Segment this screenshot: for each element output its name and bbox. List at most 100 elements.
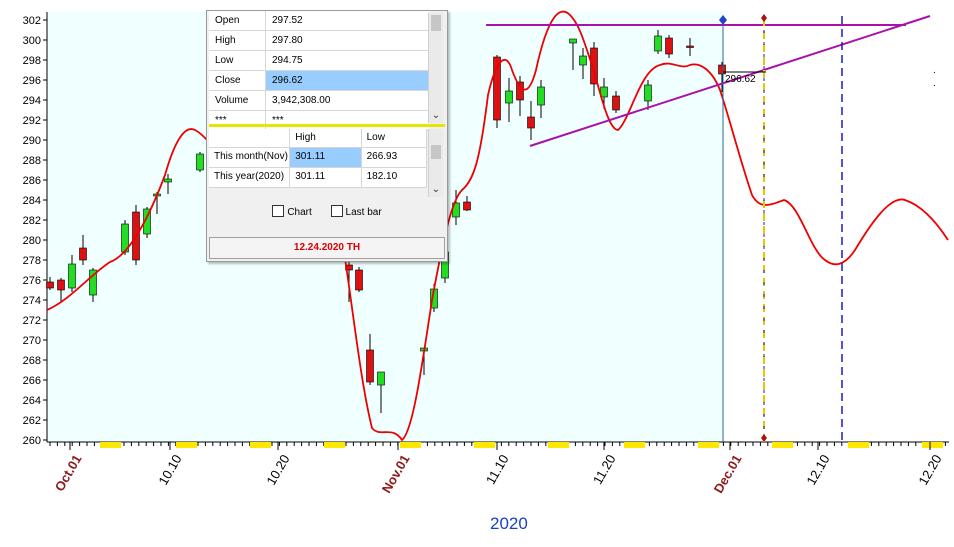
marker-diamond-top-icon — [761, 14, 767, 22]
candle-body — [377, 371, 385, 386]
candle-body — [57, 279, 65, 291]
chart-checkbox[interactable]: Chart — [272, 205, 312, 218]
candle-body — [463, 201, 471, 211]
candle-body — [569, 38, 577, 44]
candle-body — [89, 269, 97, 296]
ohlc-value: *** — [272, 115, 284, 126]
y-tick-label: 260 — [23, 435, 41, 447]
candle-body — [612, 95, 620, 111]
candle-body — [493, 56, 501, 121]
weekend-marker — [922, 442, 943, 448]
range-header: High Low — [209, 129, 427, 148]
ohlc-row[interactable]: *** *** — [209, 111, 429, 131]
last-close-label: 296.62 — [725, 74, 756, 85]
marker-diamond-icon — [719, 15, 727, 25]
last-bar-checkbox[interactable]: Last bar — [330, 205, 382, 218]
y-tick-label: 282 — [23, 215, 41, 227]
y-tick-label: 280 — [23, 235, 41, 247]
candle-body — [579, 55, 587, 66]
y-tick-label: 266 — [23, 375, 41, 387]
ohlc-label: *** — [209, 111, 266, 130]
weekend-marker — [548, 442, 569, 448]
x-tick-label: 10.20 — [263, 452, 292, 488]
range-cell: This month(Nov) — [209, 148, 291, 167]
weekend-marker — [698, 442, 719, 448]
ohlc-row[interactable]: Volume 3,942,308.00 — [209, 91, 429, 111]
candle-body — [196, 153, 204, 171]
range-row[interactable]: This month(Nov) 301.11 266.93 — [209, 148, 427, 168]
weekend-marker — [400, 442, 421, 448]
y-tick-label: 270 — [23, 335, 41, 347]
ohlc-table: Open 297.52 High 297.80 Low 294.75 Close 296.62… — [209, 11, 429, 131]
ohlc-label: Volume — [209, 91, 266, 110]
ohlc-value: 3,942,308.00 — [272, 95, 331, 106]
scroll-thumb[interactable] — [431, 15, 441, 31]
ohlc-info-panel[interactable]: Open 297.52 High 297.80 Low 294.75 Close 296.62… — [206, 10, 448, 262]
chevron-down-icon[interactable]: ⌄ — [431, 184, 441, 195]
candle-body — [686, 45, 694, 48]
ohlc-row[interactable]: Low 294.75 — [209, 51, 429, 71]
checkbox-icon[interactable] — [330, 205, 343, 217]
candle-body — [516, 81, 524, 101]
range-cell: 266.93 — [362, 148, 427, 167]
weekend-marker — [772, 442, 793, 448]
weekend-marker — [474, 442, 495, 448]
ohlc-label: High — [209, 31, 266, 50]
ohlc-value: 297.52 — [272, 15, 303, 26]
range-cell: This year(2020) — [209, 168, 291, 187]
range-scrollbar[interactable]: ⌄ — [428, 129, 443, 197]
range-cell: 182.10 — [362, 168, 427, 187]
candle-body — [46, 281, 54, 289]
range-header-cell: Low — [362, 129, 427, 147]
candle-body — [355, 269, 363, 291]
candle-body — [527, 116, 535, 129]
ohlc-row[interactable]: Open 297.52 — [209, 11, 429, 31]
range-row[interactable]: This year(2020) 301.11 182.10 — [209, 168, 427, 188]
x-tick-label: 12.20 — [915, 452, 944, 488]
ohlc-row[interactable]: Close 296.62 — [209, 71, 429, 91]
ohlc-value: 294.75 — [272, 55, 303, 66]
candle-body — [79, 247, 87, 261]
y-tick-label: 274 — [23, 295, 41, 307]
ohlc-scrollbar[interactable]: ⌄ — [428, 13, 443, 123]
weekend-marker — [176, 442, 197, 448]
plot-future-background — [723, 12, 949, 442]
candle-body — [537, 86, 545, 106]
selected-date-label: 12.24.2020 TH — [209, 237, 445, 259]
y-tick-label: 302 — [23, 15, 41, 27]
ohlc-value: 297.80 — [272, 35, 303, 46]
panel-checkboxes: Chart Last bar — [207, 205, 447, 225]
marker-diamond-bottom-icon — [761, 434, 767, 442]
candle-body — [164, 178, 172, 183]
candle-body — [590, 47, 598, 85]
y-tick-label: 286 — [23, 175, 41, 187]
chevron-down-icon[interactable]: ⌄ — [431, 110, 441, 121]
ohlc-label: Close — [209, 71, 266, 90]
range-cell: 301.11 — [290, 148, 362, 167]
candle-body — [644, 84, 652, 102]
ohlc-row[interactable]: High 297.80 — [209, 31, 429, 51]
scroll-thumb[interactable] — [431, 145, 441, 159]
ohlc-label: Open — [209, 11, 266, 30]
support-trendline[interactable] — [529, 15, 931, 147]
weekend-marker — [324, 442, 345, 448]
weekend-marker — [250, 442, 271, 448]
candle-body — [718, 64, 726, 75]
y-tick-label: 290 — [23, 135, 41, 147]
y-tick-label: 278 — [23, 255, 41, 267]
checkbox-icon[interactable] — [272, 205, 285, 217]
x-tick-label: 11.20 — [590, 452, 619, 487]
ohlc-label: Low — [209, 51, 266, 70]
range-header-cell — [209, 129, 291, 147]
x-tick-label: 10.10 — [155, 452, 184, 488]
y-tick-label: 268 — [23, 355, 41, 367]
candle-body — [366, 349, 374, 383]
y-tick-label: 288 — [23, 155, 41, 167]
weekend-marker — [848, 442, 869, 448]
chart-checkbox-label: Chart — [287, 207, 312, 218]
last-bar-checkbox-label: Last bar — [345, 207, 382, 218]
y-tick-label: 284 — [23, 195, 41, 207]
candle-body — [654, 35, 662, 52]
y-tick-label: 272 — [23, 315, 41, 327]
